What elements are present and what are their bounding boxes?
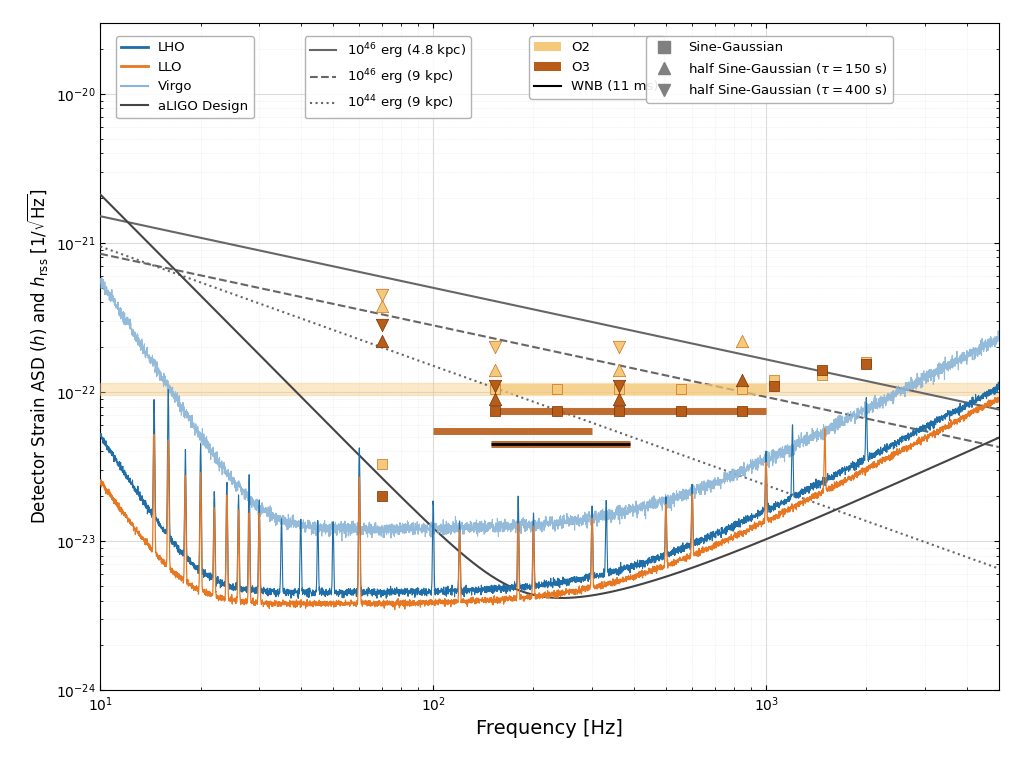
- Point: [486, 365, 503, 377]
- Point: [486, 405, 503, 417]
- Bar: [100, 383, 998, 396]
- Point: [814, 369, 830, 381]
- Point: [734, 383, 751, 395]
- Point: [734, 405, 751, 417]
- Point: [734, 374, 751, 387]
- Y-axis label: Detector Strain ASD $(h)$ and $h_{\rm rss}$ [1/$\sqrt{\rm Hz}$]: Detector Strain ASD $(h)$ and $h_{\rm rs…: [26, 189, 50, 524]
- Point: [610, 341, 627, 353]
- Point: [374, 335, 390, 347]
- Point: [374, 288, 390, 301]
- Point: [610, 380, 627, 392]
- Point: [857, 358, 873, 370]
- Point: [374, 320, 390, 332]
- Point: [765, 374, 781, 387]
- Point: [857, 355, 873, 368]
- Point: [610, 383, 627, 395]
- Point: [486, 380, 503, 392]
- Point: [549, 383, 565, 395]
- Point: [765, 380, 781, 392]
- Point: [486, 341, 503, 353]
- Point: [673, 405, 689, 417]
- Point: [374, 458, 390, 470]
- X-axis label: Frequency [Hz]: Frequency [Hz]: [476, 719, 623, 738]
- Point: [486, 393, 503, 405]
- Point: [673, 383, 689, 395]
- Point: [486, 383, 503, 395]
- Point: [610, 393, 627, 405]
- Point: [549, 405, 565, 417]
- Point: [610, 365, 627, 377]
- Legend: Sine-Gaussian, half Sine-Gaussian ($\tau = 150$ s), half Sine-Gaussian ($\tau = : Sine-Gaussian, half Sine-Gaussian ($\tau…: [646, 36, 893, 103]
- Point: [374, 300, 390, 312]
- Point: [814, 365, 830, 377]
- Point: [734, 335, 751, 347]
- Point: [610, 405, 627, 417]
- Point: [374, 490, 390, 502]
